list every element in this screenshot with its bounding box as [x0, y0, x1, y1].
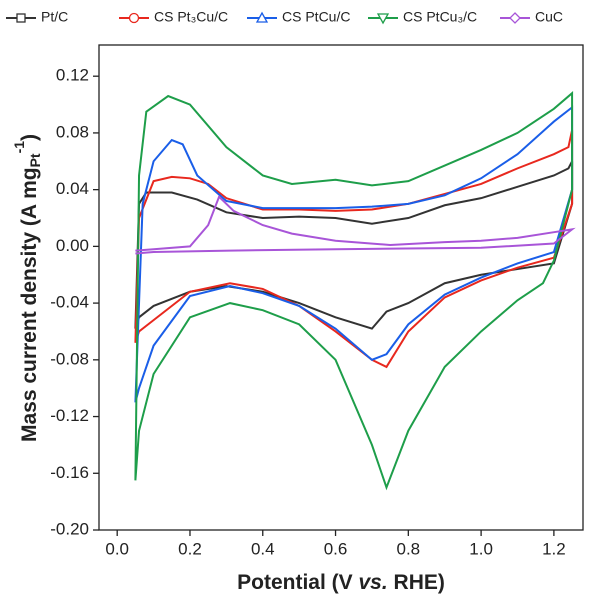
x-tick-label: 0.0 [105, 539, 129, 558]
legend-label: Pt/C [41, 9, 68, 25]
y-tick-label: 0.12 [56, 66, 89, 85]
x-tick-label: 0.8 [397, 539, 421, 558]
legend-marker [376, 13, 390, 25]
legend-marker [255, 11, 269, 23]
legend-label: CS PtCu₃/C [403, 9, 477, 25]
legend-label: CuC [535, 9, 563, 25]
x-tick-label: 1.0 [469, 539, 493, 558]
y-label-part: Pt [27, 153, 43, 167]
y-label-part: ) [18, 134, 41, 141]
x-tick-label: 0.2 [178, 539, 202, 558]
y-tick-label: -0.04 [50, 293, 89, 312]
x-label-part: vs. [358, 571, 387, 594]
legend-marker [16, 13, 26, 23]
series-line [134, 105, 574, 403]
y-tick-label: -0.20 [50, 519, 89, 538]
y-label-part: -1 [11, 141, 27, 154]
legend-item: CS PtCu/C [247, 9, 350, 25]
legend-item: CuC [500, 9, 563, 25]
legend-marker [509, 12, 521, 24]
y-tick-label: -0.12 [50, 406, 89, 425]
x-tick-label: 0.6 [324, 539, 348, 558]
y-tick-label: 0.00 [56, 236, 89, 255]
legend-item: CS Pt₃Cu/C [119, 9, 228, 25]
legend-item: Pt/C [6, 9, 68, 25]
legend-item: CS PtCu₃/C [368, 9, 477, 25]
y-axis-label: Mass current density (A mgPt-1) [11, 134, 43, 442]
legend-label: CS PtCu/C [282, 9, 350, 25]
y-label-part: Mass current density (A mg [18, 167, 41, 442]
series-line [134, 91, 574, 491]
y-tick-label: 0.08 [56, 122, 89, 141]
y-tick-label: -0.08 [50, 349, 89, 368]
plot-frame [98, 44, 584, 531]
series-line [135, 194, 576, 255]
x-axis-label: Potential (V vs. RHE) [237, 571, 445, 594]
y-tick-label: -0.16 [50, 463, 89, 482]
legend-label: CS Pt₃Cu/C [154, 9, 228, 25]
series-line [134, 160, 574, 330]
x-label-part: RHE) [388, 571, 445, 594]
legend-marker [128, 12, 140, 24]
series-line [134, 129, 574, 369]
x-tick-label: 0.4 [251, 539, 275, 558]
y-tick-label: 0.04 [56, 179, 89, 198]
x-label-part: Potential (V [237, 571, 358, 594]
x-tick-label: 1.2 [542, 539, 566, 558]
